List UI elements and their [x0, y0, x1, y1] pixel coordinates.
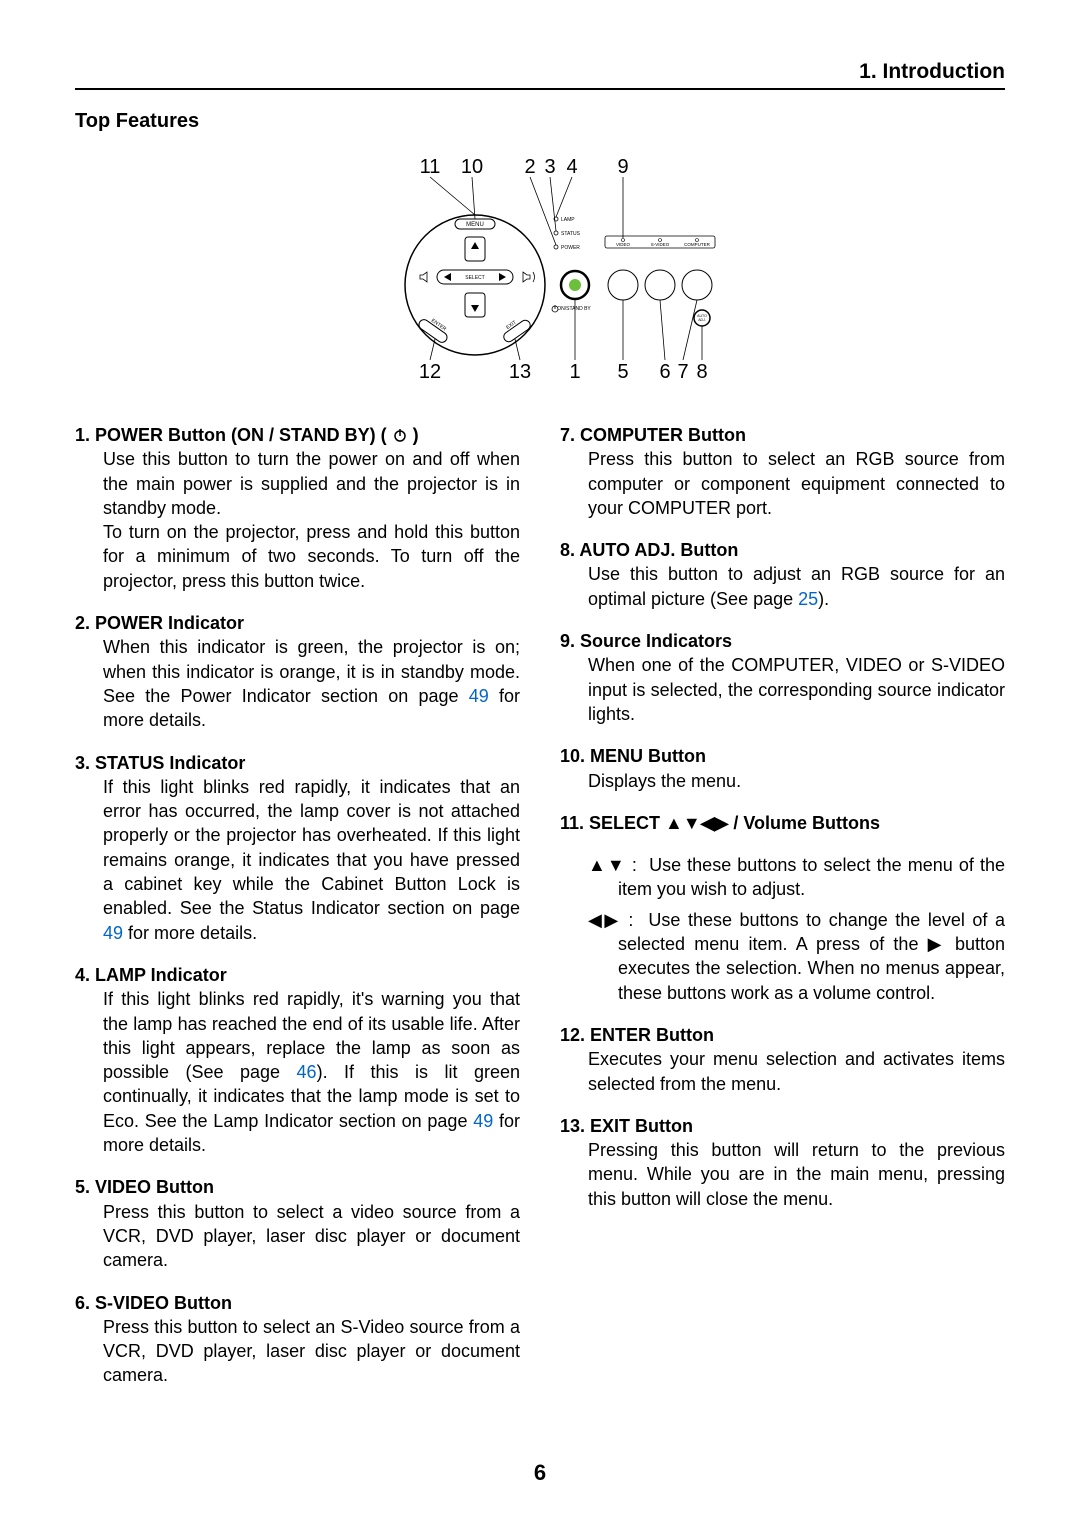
feature-item: 8. AUTO ADJ. ButtonUse this button to ad… [560, 538, 1005, 611]
select-sub-item: ◀▶ : Use these buttons to change the lev… [560, 908, 1005, 1005]
diagram-callout-number: 13 [509, 361, 531, 383]
feature-item: 12. ENTER ButtonExecutes your menu selec… [560, 1023, 1005, 1096]
diagram-label-menu: MENU [466, 222, 484, 228]
svg-text:ADJ.: ADJ. [698, 318, 706, 322]
page-link[interactable]: 49 [473, 1111, 493, 1131]
page-link[interactable]: 49 [469, 686, 489, 706]
diagram-label-computer: COMPUTER [684, 242, 711, 247]
feature-item: 5. VIDEO ButtonPress this button to sele… [75, 1175, 520, 1272]
diagram-callout-number: 8 [696, 361, 707, 383]
select-sub-item: ▲▼ : Use these buttons to select the men… [560, 853, 1005, 902]
right-column: 7. COMPUTER ButtonPress this button to s… [560, 423, 1005, 1406]
content-columns: 1. POWER Button (ON / STAND BY) ( )Use t… [75, 423, 1005, 1406]
section-title: Top Features [75, 110, 1005, 133]
feature-item: 1. POWER Button (ON / STAND BY) ( )Use t… [75, 423, 520, 593]
diagram-label-lamp: LAMP [561, 217, 575, 223]
diagram-label-status: STATUS [561, 231, 581, 237]
feature-item: 13. EXIT ButtonPressing this button will… [560, 1114, 1005, 1211]
feature-item: 7. COMPUTER ButtonPress this button to s… [560, 423, 1005, 520]
feature-item: 2. POWER IndicatorWhen this indicator is… [75, 611, 520, 732]
diagram-callout-number: 3 [544, 156, 555, 178]
diagram-callout-number: 9 [617, 156, 628, 178]
diagram-label-select: SELECT [465, 275, 484, 281]
diagram-callout-number: 1 [569, 361, 580, 383]
diagram-callout-number: 2 [524, 156, 535, 178]
page-link[interactable]: 25 [798, 589, 818, 609]
diagram-label-video: VIDEO [616, 242, 631, 247]
feature-item: 6. S-VIDEO ButtonPress this button to se… [75, 1291, 520, 1388]
diagram-label-svideo: S-VIDEO [651, 242, 670, 247]
diagram-callout-number: 6 [659, 361, 670, 383]
control-panel-diagram: 11102349 121315678 MENU ENTER EXIT SELEC… [75, 143, 1005, 393]
diagram-callout-number: 5 [617, 361, 628, 383]
chapter-title: 1. Introduction [859, 60, 1005, 88]
feature-item: 4. LAMP IndicatorIf this light blinks re… [75, 963, 520, 1157]
feature-item: 9. Source IndicatorsWhen one of the COMP… [560, 629, 1005, 726]
diagram-label-onstandby: ON/STAND BY [557, 306, 591, 312]
diagram-label-power: POWER [561, 245, 580, 251]
chapter-header: 1. Introduction [75, 60, 1005, 90]
diagram-callout-number: 7 [677, 361, 688, 383]
feature-item: 11. SELECT ▲▼◀▶ / Volume Buttons [560, 811, 1005, 835]
feature-item: 10. MENU ButtonDisplays the menu. [560, 744, 1005, 793]
diagram-callout-number: 12 [419, 361, 441, 383]
feature-item: 3. STATUS IndicatorIf this light blinks … [75, 751, 520, 945]
page-number: 6 [534, 1460, 546, 1486]
left-column: 1. POWER Button (ON / STAND BY) ( )Use t… [75, 423, 520, 1406]
diagram-callout-number: 11 [420, 156, 441, 178]
page-link[interactable]: 49 [103, 923, 123, 943]
diagram-callout-number: 4 [566, 156, 577, 178]
page-link[interactable]: 46 [297, 1062, 317, 1082]
diagram-callout-number: 10 [461, 156, 483, 178]
